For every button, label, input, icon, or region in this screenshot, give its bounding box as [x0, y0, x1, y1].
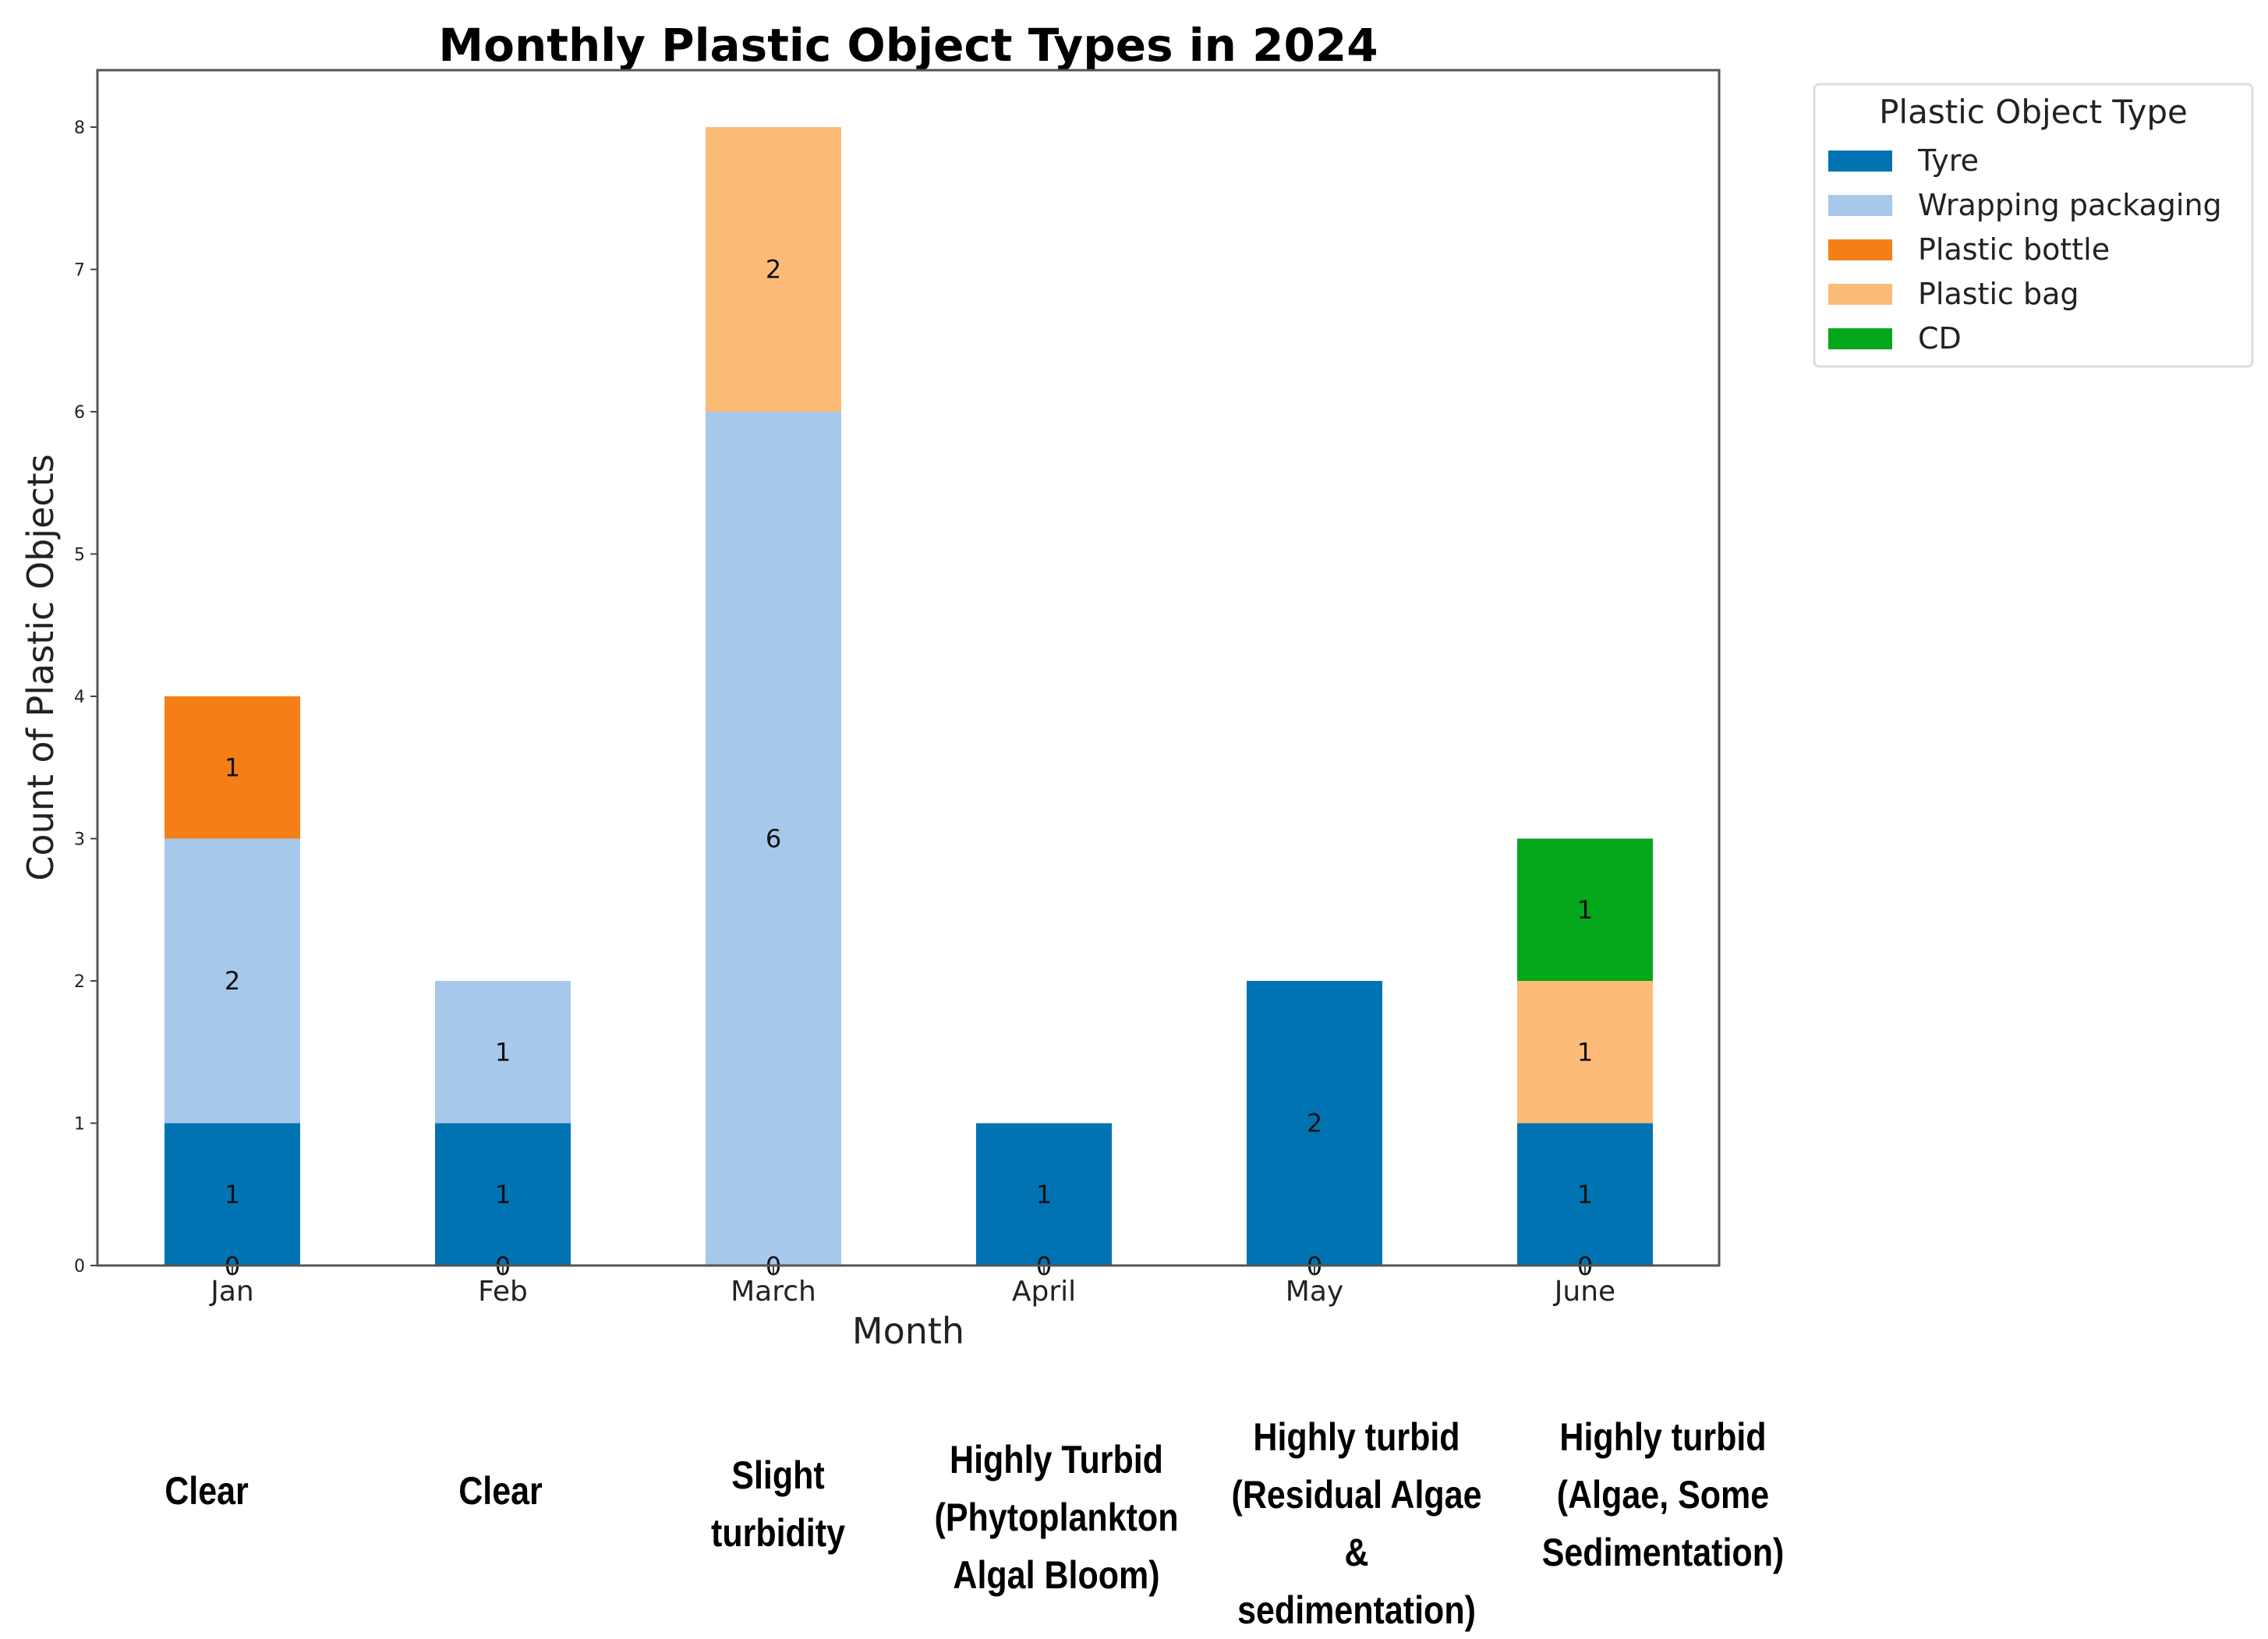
condition-line: Slight: [731, 1453, 825, 1497]
bar-march-plastic-bag: [706, 127, 841, 412]
x-tick-label: April: [1012, 1276, 1076, 1308]
condition-june: Highly turbid (Algae, Some Sedimentation): [1522, 1408, 1803, 1581]
y-tick-label: 1: [74, 1115, 85, 1135]
condition-line: (Residual Algae: [1231, 1473, 1482, 1517]
legend: Plastic Object Type Tyre Wrapping packagi…: [1813, 83, 2254, 368]
condition-march: Slight turbidity: [637, 1446, 918, 1562]
legend-entry: CD: [1918, 321, 1962, 356]
bar-june-tyre: [1517, 1123, 1653, 1266]
condition-line: Highly turbid: [1253, 1415, 1460, 1459]
bar-april-tyre: [976, 1123, 1112, 1266]
legend-frame: [1813, 83, 2254, 368]
x-tick-label: June: [1553, 1276, 1615, 1308]
x-tick-label: Jan: [209, 1276, 254, 1308]
bar-value-label: 1: [495, 1037, 511, 1067]
bar-value-label: 1: [225, 752, 240, 782]
condition-line: Highly Turbid: [950, 1438, 1163, 1481]
x-axis-label: Month: [852, 1310, 964, 1352]
legend-entry: Wrapping packaging: [1918, 188, 2222, 222]
bar-may-tyre: [1247, 981, 1382, 1266]
condition-line: (Algae, Some: [1556, 1473, 1770, 1517]
condition-jan: Clear: [65, 1462, 347, 1520]
condition-feb: Clear: [359, 1462, 641, 1520]
legend-title: Plastic Object Type: [1879, 93, 2188, 131]
bar-jan-wrapping-packaging: [165, 838, 300, 1124]
bar-value-label: 2: [1307, 1109, 1322, 1138]
bar-jan-plastic-bottle: [165, 696, 300, 839]
x-axis: Jan Feb March April May June: [209, 1266, 1615, 1308]
legend-swatch: [1828, 328, 1892, 349]
condition-line: Clear: [165, 1469, 249, 1513]
legend-entry: Plastic bottle: [1918, 232, 2110, 267]
condition-line: Algal Bloom): [953, 1553, 1160, 1597]
bar-june-cd: [1517, 838, 1653, 981]
y-tick-label: 7: [74, 261, 85, 281]
condition-april: Highly Turbid (Phytoplankton Algal Bloom): [915, 1431, 1197, 1604]
condition-line: (Phytoplankton: [934, 1496, 1179, 1539]
y-tick-label: 4: [74, 688, 85, 707]
bar-value-label: 1: [495, 1180, 511, 1209]
bar-feb-tyre: [435, 1123, 571, 1266]
y-tick-label: 3: [74, 830, 85, 850]
y-axis: 0 1 2 3 4 5 6 7 8: [74, 119, 97, 1276]
legend-swatch: [1828, 239, 1892, 260]
bar-value-label: 1: [225, 1180, 240, 1209]
bar-value-label: 1: [1577, 1180, 1593, 1209]
y-axis-label: Count of Plastic Objects: [19, 454, 62, 880]
y-tick-label: 6: [74, 403, 85, 423]
condition-line: Highly turbid: [1559, 1415, 1767, 1459]
condition-line: &: [1344, 1531, 1369, 1574]
y-tick-label: 8: [74, 119, 85, 138]
legend-swatch: [1828, 150, 1892, 172]
y-tick-label: 5: [74, 546, 85, 565]
bar-value-label: 1: [1577, 1037, 1593, 1067]
x-tick-label: March: [731, 1276, 816, 1308]
x-tick-label: May: [1286, 1276, 1343, 1308]
plot-frame: [96, 69, 1721, 1267]
condition-line: Sedimentation): [1541, 1531, 1785, 1574]
bar-june-plastic-bag: [1517, 981, 1653, 1124]
bar-feb-wrapping-packaging: [435, 981, 571, 1124]
bar-value-label: 1: [1036, 1180, 1052, 1209]
bar-value-label: 2: [766, 255, 781, 285]
bar-jan-tyre: [165, 1123, 300, 1266]
bar-value-label: 2: [225, 966, 240, 996]
chart-title: Monthly Plastic Object Types in 2024: [438, 19, 1378, 72]
condition-line: turbidity: [711, 1511, 845, 1555]
legend-swatch: [1828, 195, 1892, 216]
y-tick-label: 0: [74, 1257, 85, 1276]
legend-entry: Tyre: [1917, 143, 1979, 178]
legend-swatch: [1828, 284, 1892, 305]
x-tick-label: Feb: [478, 1276, 528, 1308]
condition-line: sedimentation): [1237, 1588, 1476, 1632]
bar-march-wrapping-packaging: [706, 412, 841, 1266]
bar-value-label: 6: [766, 824, 781, 854]
y-tick-label: 2: [74, 972, 85, 992]
bar-value-label: 1: [1577, 895, 1593, 925]
legend-entry: Plastic bag: [1918, 277, 2079, 311]
condition-line: Clear: [458, 1469, 543, 1513]
condition-may: Highly turbid (Residual Algae & sedimentati…: [1215, 1408, 1497, 1639]
